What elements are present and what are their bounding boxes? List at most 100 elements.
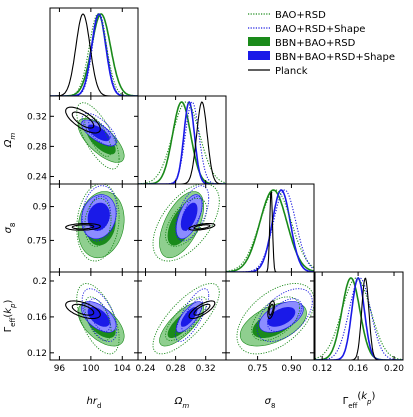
- x-axis-title-s8: σ8: [265, 396, 276, 410]
- y-tick-label: 0.75: [27, 236, 47, 246]
- marginal-gamma-planck: [315, 277, 403, 360]
- contour-95-planck: [188, 300, 216, 320]
- x-tick-label: 0.20: [384, 364, 404, 374]
- marginal-hrd-bao-rsd: [50, 13, 138, 96]
- contour-95-planck: [65, 223, 101, 231]
- contour-95-bao-rsd-shape: [81, 288, 118, 342]
- contour-68-bao-rsd: [84, 296, 112, 341]
- x-axis-title-om: Ωm: [174, 396, 190, 410]
- contour-95-planck: [267, 300, 275, 320]
- contour-68-bao-rsd-shape: [88, 298, 111, 332]
- marginal-s8-bao-rsd-shape: [226, 189, 314, 272]
- contour-68-bao-rsd: [251, 296, 301, 341]
- y-tick-label: 0.32: [27, 112, 47, 122]
- x-tick-label: 104: [114, 364, 131, 374]
- contour-68-bao-rsd-shape: [88, 119, 111, 141]
- y-tick-label: 0.24: [27, 172, 47, 182]
- panel-content: [226, 189, 314, 272]
- contour-95-planck: [65, 106, 101, 134]
- contour-95-planck: [65, 300, 101, 320]
- y-axis-title-om: Ωm: [3, 133, 17, 149]
- legend-label-bao-rsd: BAO+RSD: [275, 10, 326, 21]
- marginal-gamma-bbn-bao-rsd: [315, 277, 403, 360]
- panel-hrd-gamma: 96 100 104 0.12 0.16 0.2: [27, 271, 139, 374]
- contour-68-bao-rsd: [165, 296, 208, 341]
- contour-68-bao-rsd: [84, 114, 112, 157]
- marginal-hrd-bbn-bao-rsd-shape: [50, 13, 138, 96]
- panel-hrd-hrd: [49, 7, 139, 97]
- marginal-gamma-bao-rsd: [315, 277, 403, 360]
- panel-hrd-om: 0.24 0.28 0.32: [27, 95, 139, 185]
- marginal-om-bbn-bao-rsd-shape: [138, 101, 226, 184]
- marginal-s8-planck: [226, 191, 314, 272]
- contour-95-bao-rsd: [76, 184, 120, 262]
- x-axis-title-gamma: Γeff(kp): [343, 391, 376, 411]
- marginal-gamma-bao-rsd-shape: [315, 277, 403, 360]
- x-tick-label: 0.24: [135, 364, 155, 374]
- contour-95-bao-rsd-shape: [81, 185, 118, 242]
- contour-95-bao-rsd-shape: [175, 288, 210, 342]
- y-tick-label: 0.28: [27, 142, 47, 152]
- y-axis-title-gamma: Γeff(kp): [3, 300, 17, 333]
- marginal-hrd-planck: [50, 13, 138, 96]
- x-tick-label: 0.12: [312, 364, 332, 374]
- marginal-om-bao-rsd: [138, 101, 226, 184]
- contour-68-planck: [193, 303, 211, 316]
- panel-om-om: [137, 95, 227, 185]
- panel-content: [50, 13, 138, 96]
- contour-68-bao-rsd-shape: [181, 195, 203, 231]
- legend-label-bbn-bao-rsd: BBN+BAO+RSD: [275, 38, 356, 49]
- legend-label-planck: Planck: [275, 66, 308, 77]
- panel-om-s8: [137, 183, 227, 273]
- marginal-om-bbn-bao-rsd: [138, 101, 226, 184]
- panel-content: [152, 283, 220, 355]
- contour-68-bao-rsd-shape: [267, 298, 303, 332]
- x-tick-label: 100: [82, 364, 99, 374]
- panel-content: [65, 184, 125, 262]
- x-tick-label: 0.90: [281, 364, 301, 374]
- contour-68-bao-rsd-shape: [181, 298, 203, 332]
- panel-content: [236, 283, 314, 355]
- marginal-om-planck: [138, 101, 226, 184]
- panel-content: [138, 101, 226, 184]
- contour-68-planck: [71, 111, 95, 129]
- contour-68-planck: [71, 303, 95, 316]
- marginal-om-bao-rsd-shape: [138, 101, 226, 184]
- contour-95-bao-rsd-shape: [256, 288, 313, 342]
- x-tick-label: 0.28: [166, 364, 186, 374]
- x-tick-label: 0.75: [248, 364, 268, 374]
- panel-content: [65, 102, 125, 170]
- y-tick-label: 0.16: [27, 313, 47, 323]
- panel-frame: [225, 271, 315, 361]
- contour-68-bbn-bao-rsd-shape: [180, 202, 198, 231]
- panels: 0.24 0.28 0.32 0.75 0.9 96 100 104 0.12 0.16 0.2 0.…: [3, 7, 404, 411]
- legend-label-bbn-bao-rsd-shape: BBN+BAO+RSD+Shape: [275, 52, 395, 63]
- panel-s8-s8: [225, 183, 315, 273]
- panel-content: [315, 277, 403, 360]
- panel-om-gamma: 0.24 0.28 0.32: [135, 271, 227, 374]
- marginal-s8-bao-rsd: [226, 189, 314, 272]
- panel-s8-gamma: 0.75 0.90: [225, 271, 315, 374]
- y-axis-title-s8: σ8: [3, 223, 17, 234]
- x-axis-title-hrd: hrd: [87, 396, 102, 410]
- y-tick-label: 0.12: [27, 349, 47, 359]
- y-tick-label: 0.2: [33, 277, 47, 287]
- legend-swatch-bbn-bao-rsd-shape: [248, 51, 270, 60]
- x-tick-label: 0.16: [348, 364, 368, 374]
- contour-68-planck: [268, 303, 274, 316]
- panel-frame: [137, 95, 227, 185]
- contour-68-bao-rsd-shape: [88, 195, 111, 231]
- panel-content: [65, 283, 125, 355]
- legend-swatch-bbn-bao-rsd: [248, 37, 270, 46]
- contour-95-bao-rsd-shape: [81, 112, 118, 147]
- legend-label-bao-rsd-shape: BAO+RSD+Shape: [275, 24, 365, 35]
- panel-content: [152, 184, 220, 262]
- panel-frame: [314, 271, 404, 361]
- contour-68-planck: [71, 224, 95, 230]
- contour-95-bao-rsd: [236, 283, 314, 355]
- contour-68-planck: [193, 224, 211, 230]
- legend: BAO+RSD BAO+RSD+Shape BBN+BAO+RSD BBN+BAO+R…: [248, 10, 395, 77]
- x-tick-label: 96: [54, 364, 66, 374]
